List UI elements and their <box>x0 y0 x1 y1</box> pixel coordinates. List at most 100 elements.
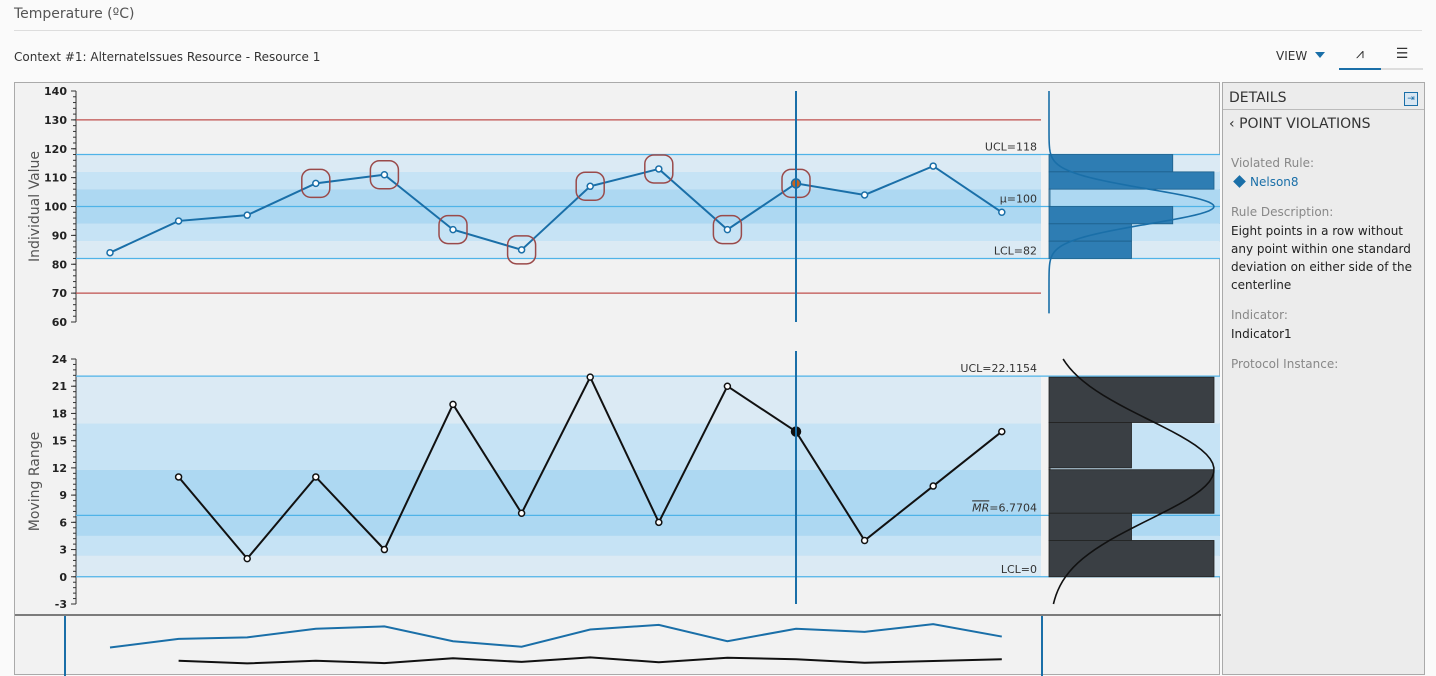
data-point[interactable] <box>380 545 389 554</box>
violated-rule-value: Nelson8 <box>1250 175 1299 189</box>
histogram-bar <box>1048 376 1215 423</box>
violation-marker <box>644 154 674 184</box>
tab-list[interactable]: ☰ <box>1381 42 1423 68</box>
sigma-zone <box>76 469 1041 536</box>
indicator-label: Indicator: <box>1231 308 1288 322</box>
indicator-value: Indicator1 <box>1231 327 1292 341</box>
violation-marker <box>438 214 468 245</box>
sigma-zone <box>76 423 1041 470</box>
mean-label: μ=100 <box>1000 193 1037 206</box>
page-title: Temperature (ºC) <box>14 6 135 22</box>
data-point[interactable] <box>517 246 526 254</box>
data-point[interactable] <box>929 482 937 490</box>
histogram-bar <box>1048 223 1132 242</box>
y-tick-label: 21 <box>52 380 67 393</box>
violation-marker <box>301 168 331 199</box>
data-point[interactable] <box>723 225 732 234</box>
histogram-bar <box>1048 154 1174 173</box>
y-tick-label: 140 <box>44 85 67 98</box>
y-axis-label: Individual Value <box>27 151 43 262</box>
data-point[interactable] <box>380 170 389 179</box>
lcl-label: LCL=0 <box>1001 563 1037 576</box>
histogram-bar <box>1048 422 1132 469</box>
series-line <box>109 164 1003 254</box>
sigma-zone <box>76 555 1041 577</box>
y-tick-label: 3 <box>59 544 67 557</box>
histogram-bar <box>1048 206 1174 225</box>
histogram-bar <box>1048 240 1132 259</box>
data-point[interactable] <box>174 217 183 225</box>
data-point[interactable] <box>174 473 183 481</box>
data-point[interactable] <box>517 509 526 518</box>
violated-rule-label: Violated Rule: <box>1231 156 1314 170</box>
context-label: Context #1: AlternateIssues Resource - R… <box>14 50 321 64</box>
rule-description-label: Rule Description: <box>1231 205 1334 219</box>
violation-marker <box>712 214 743 245</box>
caret-down-icon <box>1315 52 1326 58</box>
y-tick-label: 80 <box>52 258 68 271</box>
ucl-label: UCL=118 <box>985 141 1037 154</box>
data-point[interactable] <box>312 473 320 481</box>
mr-bar-label: MR <box>972 501 989 514</box>
y-tick-label: 9 <box>59 489 67 502</box>
data-point[interactable] <box>655 165 663 173</box>
y-tick-label: 130 <box>44 114 67 127</box>
data-point[interactable] <box>655 518 663 527</box>
y-tick-label: 12 <box>52 462 67 475</box>
violation-marker <box>575 171 605 202</box>
violated-rule-link[interactable]: Nelson8 <box>1223 170 1424 191</box>
lcl-label: LCL=82 <box>994 244 1037 257</box>
data-point[interactable] <box>243 211 251 219</box>
data-point[interactable] <box>449 225 457 234</box>
data-point[interactable] <box>243 554 251 563</box>
view-label: VIEW <box>1276 49 1308 63</box>
y-tick-label: 100 <box>44 201 67 214</box>
histogram-bar <box>1048 540 1215 578</box>
y-tick-label: -3 <box>55 598 67 611</box>
divider <box>14 30 1422 31</box>
data-point[interactable] <box>860 191 869 199</box>
sigma-zone <box>76 171 1041 190</box>
view-tabs: ⩘ ☰ <box>1339 42 1423 70</box>
y-tick-label: 24 <box>52 353 68 366</box>
y-tick-label: 15 <box>52 435 67 448</box>
protocol-instance-label: Protocol Instance: <box>1231 357 1339 371</box>
navigator-series <box>109 623 1002 649</box>
back-point-violations[interactable]: ‹ POINT VIOLATIONS <box>1229 116 1371 132</box>
data-point[interactable] <box>586 182 594 191</box>
rule-description: Eight points in a row without any point … <box>1231 224 1412 292</box>
data-point[interactable] <box>106 248 114 257</box>
data-point[interactable] <box>998 427 1006 436</box>
view-dropdown[interactable]: VIEW <box>1276 49 1326 63</box>
details-title: DETAILS <box>1229 90 1287 106</box>
histogram-bar <box>1048 469 1215 514</box>
y-tick-label: 90 <box>52 229 68 242</box>
overview-navigator <box>64 616 1043 676</box>
violation-marker <box>506 235 537 265</box>
mean-value-label: =6.7704 <box>989 501 1037 514</box>
y-tick-label: 70 <box>52 287 68 300</box>
data-point[interactable] <box>449 400 457 409</box>
y-axis-label: Moving Range <box>27 432 43 531</box>
data-point[interactable] <box>998 208 1006 217</box>
tab-chart[interactable]: ⩘ <box>1339 42 1381 70</box>
data-point[interactable] <box>860 536 869 545</box>
y-tick-label: 110 <box>44 172 67 185</box>
y-tick-label: 18 <box>52 407 67 420</box>
back-label: POINT VIOLATIONS <box>1239 116 1371 132</box>
chart-icon: ⩘ <box>1356 46 1364 62</box>
list-icon: ☰ <box>1395 46 1409 62</box>
mean-label: MR=6.7704 <box>972 501 1037 514</box>
data-point[interactable] <box>312 179 320 188</box>
sigma-zone <box>76 376 1041 424</box>
control-chart[interactable]: 60 70 80 90 100 110 120 130 140 Individual Value U… <box>14 82 1221 676</box>
data-point[interactable] <box>929 162 937 170</box>
collapse-panel-icon[interactable]: ⇥ <box>1404 92 1418 106</box>
data-point[interactable] <box>586 373 594 381</box>
sigma-zone <box>76 154 1041 172</box>
y-tick-label: 6 <box>59 516 67 529</box>
distribution-curve <box>1052 358 1215 605</box>
distribution-curve <box>1048 91 1215 314</box>
data-point[interactable] <box>723 382 732 390</box>
